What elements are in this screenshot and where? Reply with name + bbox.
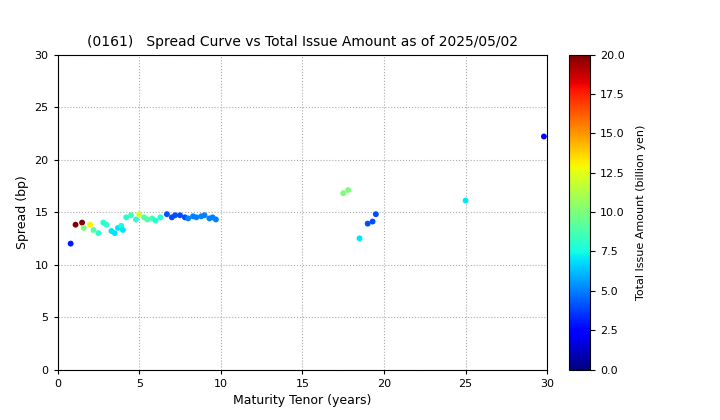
Point [93, 230, 104, 236]
Point [174, 212, 186, 218]
Point [179, 214, 191, 221]
Point [182, 215, 194, 222]
X-axis label: Maturity Tenor (years): Maturity Tenor (years) [233, 394, 372, 407]
Point [342, 186, 354, 193]
Point [210, 216, 222, 223]
Y-axis label: Total Issue Amount (billion yen): Total Issue Amount (billion yen) [636, 124, 646, 300]
Point [538, 133, 549, 140]
Point [97, 219, 109, 226]
Point [187, 213, 199, 220]
Point [150, 217, 161, 224]
Point [146, 215, 158, 222]
Point [70, 221, 81, 228]
Point [138, 214, 150, 221]
Point [130, 216, 142, 223]
Point [199, 212, 210, 218]
Point [133, 211, 145, 218]
Point [115, 223, 127, 229]
Point [338, 190, 349, 197]
Point [366, 218, 378, 225]
Point [84, 221, 96, 228]
Y-axis label: Spread (bp): Spread (bp) [16, 175, 29, 249]
Point [65, 240, 76, 247]
Point [207, 214, 218, 221]
Point [88, 226, 99, 233]
Point [191, 214, 202, 221]
Point [117, 226, 129, 233]
Point [362, 220, 374, 227]
Point [370, 211, 382, 218]
Point [78, 224, 89, 231]
Point [109, 230, 120, 236]
Point [155, 214, 166, 221]
Title: (0161)   Spread Curve vs Total Issue Amount as of 2025/05/02: (0161) Spread Curve vs Total Issue Amoun… [87, 35, 518, 49]
Point [460, 197, 472, 204]
Point [125, 212, 137, 218]
Point [101, 221, 112, 228]
Point [106, 228, 117, 234]
Point [169, 212, 181, 218]
Point [76, 219, 88, 226]
Point [166, 214, 178, 221]
Point [195, 213, 207, 220]
Point [112, 224, 124, 231]
Point [354, 235, 365, 242]
Point [120, 214, 132, 221]
Point [161, 211, 173, 218]
Point [204, 215, 215, 222]
Point [142, 216, 153, 223]
